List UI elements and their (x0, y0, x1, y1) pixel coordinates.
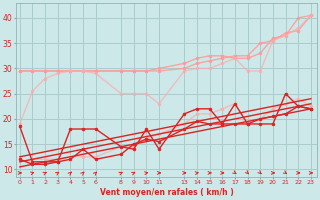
X-axis label: Vent moyen/en rafales ( km/h ): Vent moyen/en rafales ( km/h ) (100, 188, 234, 197)
